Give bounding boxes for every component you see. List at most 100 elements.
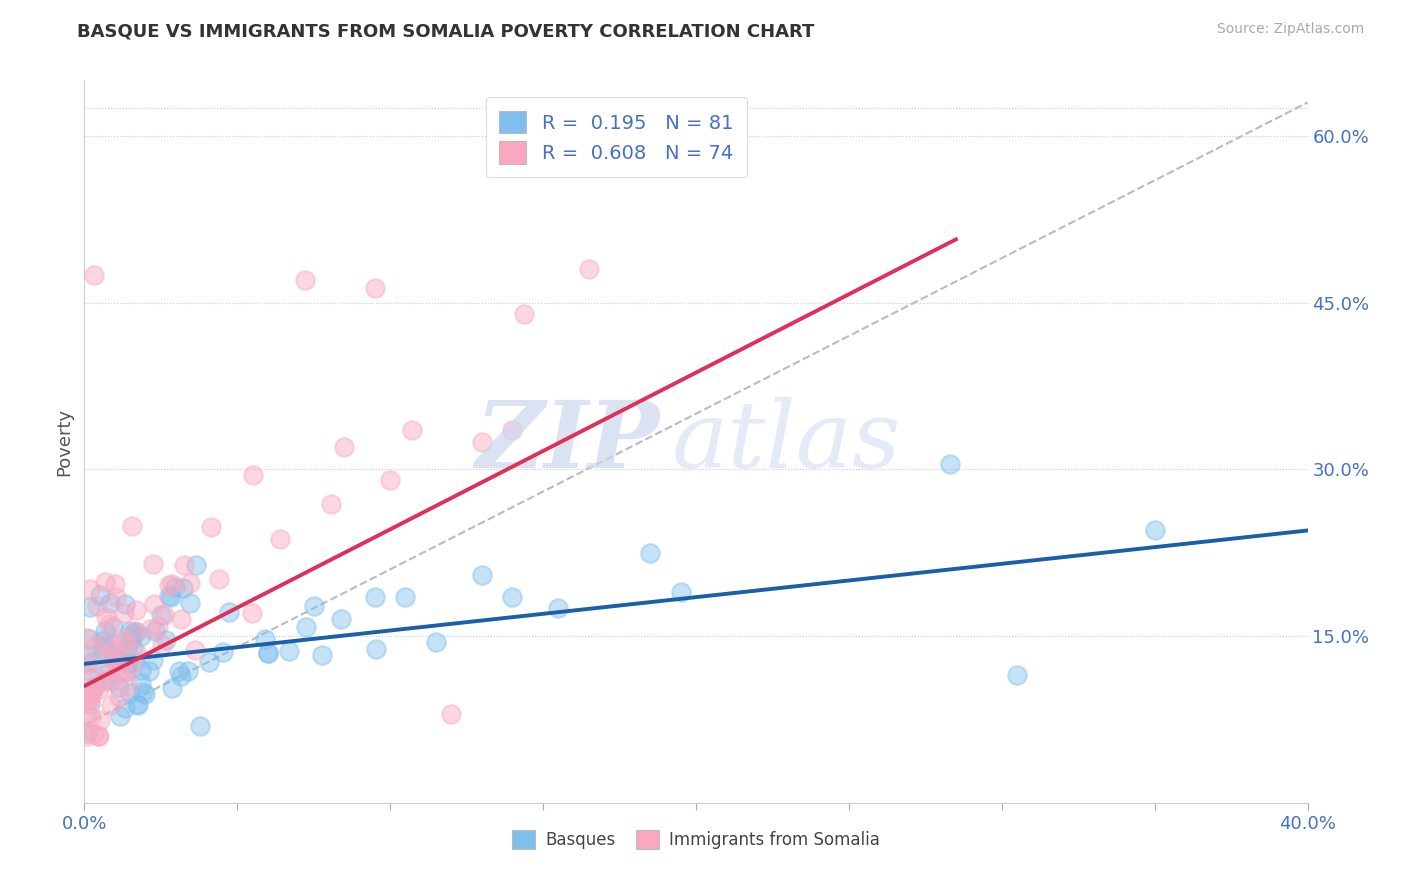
Point — [121, 626, 143, 640]
Point — [76, 632, 98, 646]
Point — [120, 633, 142, 648]
Point — [240, 606, 263, 620]
Point — [139, 623, 162, 637]
Point — [117, 657, 139, 671]
Point — [132, 685, 155, 699]
Point — [80, 710, 103, 724]
Point — [394, 590, 416, 604]
Text: Source: ZipAtlas.com: Source: ZipAtlas.com — [1216, 22, 1364, 37]
Point — [254, 632, 277, 647]
Point — [91, 642, 114, 657]
Point — [94, 636, 117, 650]
Point — [79, 671, 101, 685]
Point — [97, 650, 120, 665]
Point — [502, 424, 524, 438]
Point — [120, 659, 142, 673]
Point — [122, 655, 145, 669]
Point — [125, 625, 148, 640]
Point — [242, 467, 264, 482]
Point — [638, 546, 661, 560]
Text: atlas: atlas — [672, 397, 901, 486]
Point — [127, 698, 149, 712]
Point — [513, 307, 536, 321]
Point — [115, 634, 138, 648]
Point — [125, 645, 148, 659]
Point — [256, 646, 278, 660]
Y-axis label: Poverty: Poverty — [55, 408, 73, 475]
Point — [108, 651, 131, 665]
Point — [425, 634, 447, 648]
Point — [138, 664, 160, 678]
Point — [160, 590, 183, 604]
Point — [160, 577, 183, 591]
Point — [94, 575, 117, 590]
Point — [311, 648, 333, 662]
Point — [142, 597, 165, 611]
Point — [115, 640, 138, 655]
Point — [172, 581, 194, 595]
Point — [669, 584, 692, 599]
Point — [108, 709, 131, 723]
Point — [188, 719, 211, 733]
Text: ZIP: ZIP — [475, 397, 659, 486]
Point — [87, 681, 110, 696]
Point — [93, 639, 115, 653]
Point — [150, 638, 173, 652]
Point — [110, 648, 132, 663]
Point — [83, 640, 105, 654]
Point — [104, 654, 127, 668]
Point — [108, 680, 131, 694]
Point — [155, 633, 177, 648]
Point — [939, 457, 962, 471]
Point — [100, 698, 122, 712]
Point — [86, 599, 108, 613]
Point — [114, 597, 136, 611]
Point — [200, 520, 222, 534]
Point — [79, 697, 101, 711]
Point — [321, 497, 343, 511]
Point — [89, 589, 111, 603]
Point — [77, 663, 100, 677]
Point — [440, 706, 463, 721]
Point — [98, 673, 121, 687]
Point — [129, 663, 152, 677]
Point — [94, 610, 117, 624]
Point — [97, 666, 120, 681]
Point — [121, 519, 143, 533]
Point — [471, 568, 494, 582]
Point — [198, 655, 221, 669]
Point — [101, 648, 124, 663]
Point — [101, 620, 124, 634]
Text: BASQUE VS IMMIGRANTS FROM SOMALIA POVERTY CORRELATION CHART: BASQUE VS IMMIGRANTS FROM SOMALIA POVERT… — [77, 22, 814, 40]
Point — [82, 687, 104, 701]
Point — [1005, 668, 1028, 682]
Point — [124, 624, 146, 638]
Point — [142, 557, 165, 571]
Point — [184, 643, 207, 657]
Point — [103, 577, 125, 591]
Point — [157, 589, 180, 603]
Point — [110, 632, 132, 647]
Point — [129, 676, 152, 690]
Point — [77, 632, 100, 646]
Point — [114, 700, 136, 714]
Point — [76, 693, 98, 707]
Point — [502, 590, 524, 604]
Point — [90, 633, 112, 648]
Point — [153, 608, 176, 623]
Point — [134, 687, 156, 701]
Point — [89, 714, 111, 728]
Legend: Basques, Immigrants from Somalia: Basques, Immigrants from Somalia — [505, 823, 887, 856]
Point — [295, 620, 318, 634]
Point — [76, 725, 98, 739]
Point — [179, 575, 201, 590]
Point — [77, 708, 100, 723]
Point — [76, 657, 98, 671]
Point — [82, 683, 104, 698]
Point — [333, 440, 356, 454]
Point — [76, 649, 98, 664]
Point — [294, 273, 316, 287]
Point — [278, 643, 301, 657]
Point — [173, 558, 195, 573]
Point — [104, 591, 127, 605]
